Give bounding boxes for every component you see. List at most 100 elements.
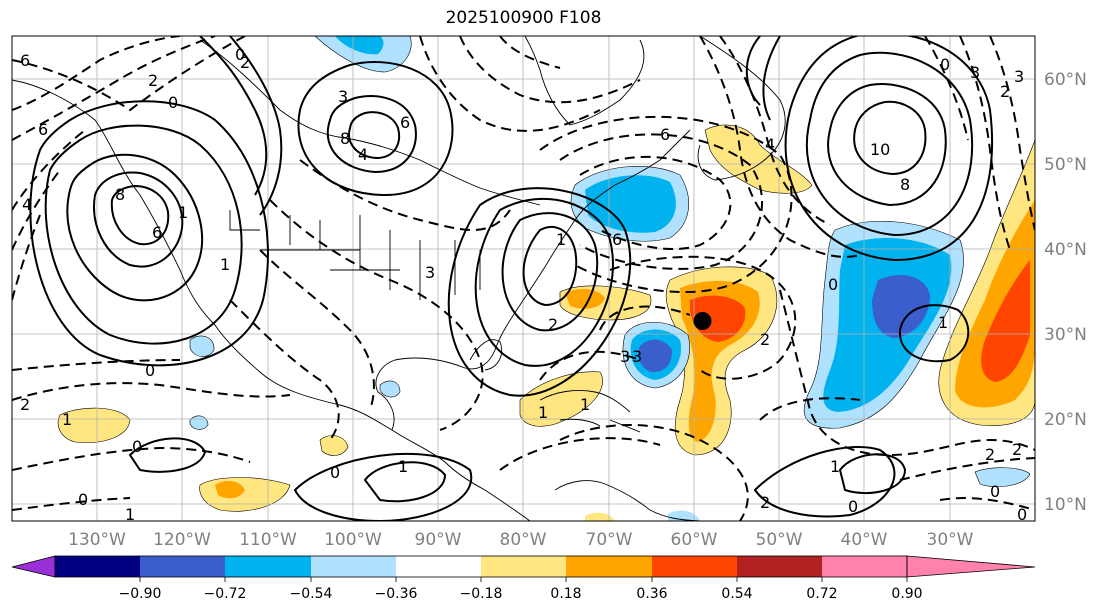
contour-label: 3 [970, 63, 980, 82]
contour-label: 6 [152, 223, 162, 242]
contour-label: 1 [556, 230, 566, 249]
contour-label: 2 [760, 493, 770, 512]
contour-labels: 6 6 2 0 1 8 6 4 8 4 6 3 6 2 2 3 1 0 2 3 … [20, 45, 1027, 524]
contour-label: 1 [62, 410, 72, 429]
contour-label: 1 [125, 505, 135, 524]
colorbar-bin [737, 556, 822, 577]
lon-label: 80°W [500, 530, 547, 550]
contour-label: 1 [178, 203, 188, 222]
contour-label: 8 [340, 129, 350, 148]
lat-label: 30°N [1044, 325, 1087, 345]
contour-label: 1 [830, 457, 840, 476]
colorbar: −0.90 −0.72 −0.54 −0.36 −0.18 0.18 0.36 … [11, 555, 1036, 602]
contour-label: 2 [240, 53, 250, 72]
colorbar-bin [311, 556, 396, 577]
contour-label: 4 [358, 145, 368, 164]
solid-contours [29, 36, 994, 521]
contour-label: 10 [870, 140, 890, 159]
contour-label: 3 [1014, 67, 1024, 86]
colorbar-tick-label: 0.72 [806, 586, 837, 602]
colorbar-tick-label: −0.36 [375, 586, 418, 602]
colorbar-bin [140, 556, 225, 577]
contour-label: 2 [20, 395, 30, 414]
contour-label: 4 [765, 135, 775, 154]
contour-label: 0 [132, 437, 142, 456]
contour-label: 2 [548, 315, 558, 334]
contour-label: 6 [20, 51, 30, 70]
contour-label: 0 [848, 497, 858, 516]
contour-label: 0 [330, 463, 340, 482]
lon-label: 120°W [153, 530, 211, 550]
lon-label: 60°W [671, 530, 718, 550]
figure-title: 2025100900 F108 [445, 8, 602, 28]
contour-label: 6 [660, 125, 670, 144]
contour-label: 3 [425, 263, 435, 282]
contour-label: 0 [168, 93, 178, 112]
contour-label: 0 [940, 55, 950, 74]
lon-label: 130°W [68, 530, 126, 550]
lat-label: 10°N [1044, 495, 1087, 515]
contour-label: 2 [985, 445, 995, 464]
lon-label: 90°W [415, 530, 462, 550]
colorbar-tick-label: 0.36 [636, 586, 667, 602]
colorbar-tick-label: 0.18 [550, 586, 581, 602]
coastlines [12, 36, 786, 521]
contour-label: 0 [828, 275, 838, 294]
contour-label: 1 [580, 395, 590, 414]
graticule [12, 36, 1035, 521]
colorbar-tick-label: 0.54 [721, 586, 752, 602]
contour-label: 2 [1000, 82, 1010, 101]
contour-label: 1 [938, 313, 948, 332]
colorbar-tick-label: −0.54 [290, 586, 333, 602]
colorbar-bin [55, 556, 140, 577]
contour-label: 8 [900, 175, 910, 194]
colorbar-bin [822, 556, 907, 577]
contour-label: 0 [1017, 505, 1027, 524]
colorbar-tick-label: −0.18 [460, 586, 503, 602]
contour-label: 3 [338, 87, 348, 106]
contour-label: 4 [22, 195, 32, 214]
contour-label: 0 [990, 482, 1000, 501]
colorbar-bin [481, 556, 566, 577]
colorbar-bin [225, 556, 311, 577]
contour-label: 1 [220, 255, 230, 274]
dashed-contours [12, 36, 1035, 521]
lon-label: 50°W [756, 530, 803, 550]
contour-label: 1 [538, 403, 548, 422]
colorbar-bin [396, 556, 481, 577]
contour-label: 2 [1012, 440, 1022, 459]
contour-label: 6 [612, 230, 622, 249]
contour-label: 6 [400, 113, 410, 132]
lon-label: 70°W [586, 530, 633, 550]
lat-label: 40°N [1044, 240, 1087, 260]
contour-label: 6 [38, 120, 48, 139]
lat-label: 60°N [1044, 70, 1087, 90]
storm-position-marker [693, 312, 712, 330]
lon-label: 110°W [239, 530, 297, 550]
contour-label: 3 [632, 347, 642, 366]
lon-label: 100°W [324, 530, 382, 550]
colorbar-tick-label: −0.90 [119, 586, 162, 602]
lat-label: 50°N [1044, 155, 1087, 175]
lon-label: 40°W [841, 530, 888, 550]
latitude-labels: 10°N 20°N 30°N 40°N 50°N 60°N [1044, 70, 1087, 515]
contour-label: 2 [148, 71, 158, 90]
contour-label: 2 [760, 330, 770, 349]
contour-label: 0 [235, 45, 245, 64]
colorbar-extend-high [906, 555, 1036, 578]
lon-label: 30°W [927, 530, 974, 550]
contour-label: 3 [620, 347, 630, 366]
colorbar-bin [566, 556, 652, 577]
map-frame [11, 35, 1036, 522]
contour-label: 0 [78, 490, 88, 509]
colorbar-bin [652, 556, 737, 577]
contour-label: 1 [398, 457, 408, 476]
colorbar-tick-label: 0.90 [891, 586, 922, 602]
contour-label: 0 [145, 361, 155, 380]
contour-label: 8 [115, 185, 125, 204]
colorbar-tick-label: −0.72 [204, 586, 247, 602]
colorbar-extend-low [11, 555, 56, 578]
lat-label: 20°N [1044, 410, 1087, 430]
longitude-labels: 130°W 120°W 110°W 100°W 90°W 80°W 70°W 6… [68, 530, 974, 550]
